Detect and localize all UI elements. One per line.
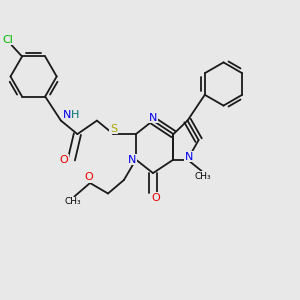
Text: N: N [128,154,136,165]
Text: O: O [151,193,160,203]
Text: O: O [85,172,94,182]
Text: Cl: Cl [2,35,14,45]
Text: O: O [59,154,68,165]
Text: N: N [185,152,193,162]
Text: H: H [71,110,80,121]
Text: S: S [110,124,117,134]
Text: N: N [149,112,157,123]
Text: N: N [63,110,72,121]
Text: CH₃: CH₃ [64,197,81,206]
Text: CH₃: CH₃ [195,172,212,181]
